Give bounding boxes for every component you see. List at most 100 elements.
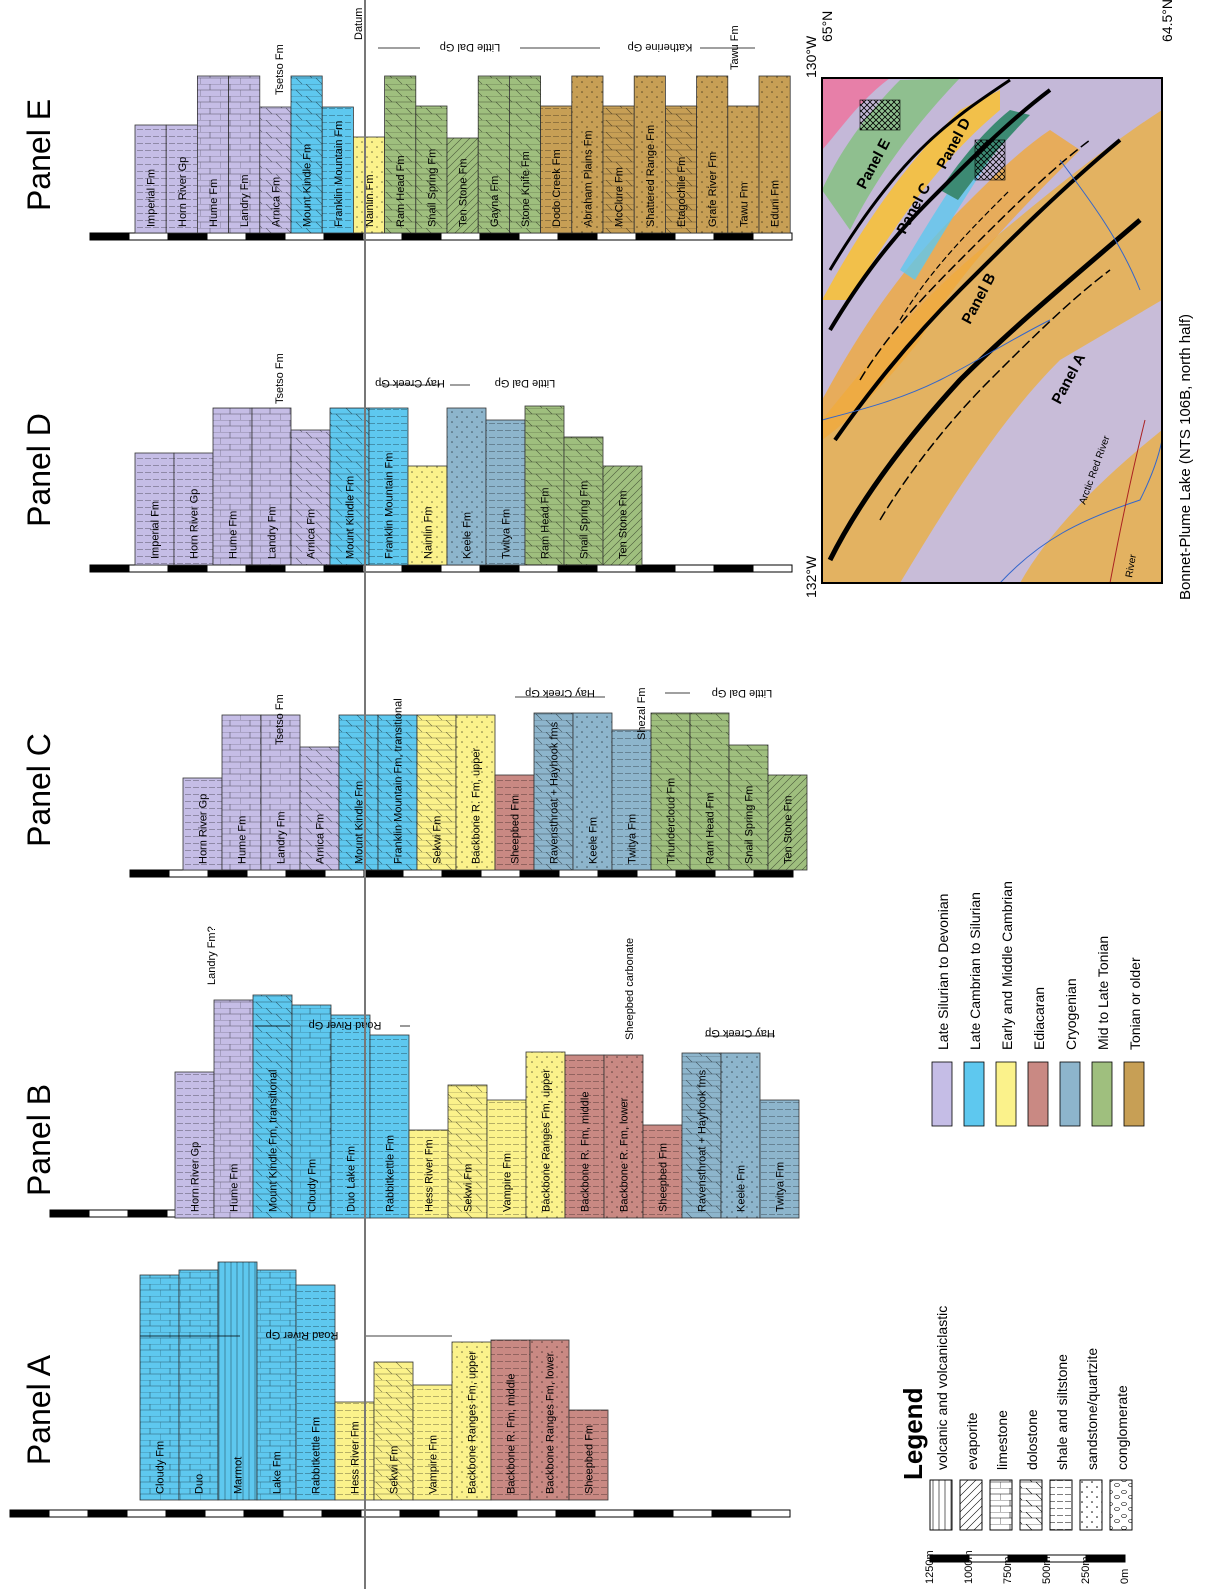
unit-pattern	[565, 1055, 604, 1218]
unit-label: Ram Head Fm	[395, 155, 407, 227]
unit-label: Shattered Range Fm	[645, 125, 657, 227]
panel-title: Panel C	[21, 733, 57, 847]
unit-pattern	[569, 1410, 608, 1500]
unit-pattern	[487, 1100, 526, 1218]
unit-label: Ten Stone Fm	[783, 796, 795, 864]
unit-label: Abraham Plains Fm	[582, 130, 594, 227]
legend-age-label: Mid to Late Tonian	[1095, 936, 1111, 1050]
scale-bar-segment	[440, 564, 481, 573]
legend-scale-label: 250m	[1080, 1556, 1092, 1584]
scale-bar-segment	[516, 1509, 557, 1518]
scale-bar-segment	[440, 232, 481, 241]
unit-pattern	[604, 1055, 643, 1218]
unit-label: Arnica Fm	[306, 509, 318, 559]
scale-bar-segment	[89, 564, 130, 573]
group-label-tawu: Tawu Fm	[729, 25, 741, 70]
scale-bar-segment	[714, 869, 755, 878]
unit-pattern	[447, 408, 486, 565]
unit-label: Keele Fm	[462, 512, 474, 559]
unit-label: Sheepbed Fm	[658, 1143, 670, 1212]
unit-label: Ten Stone Fm	[618, 491, 630, 559]
scale-bar-segment	[89, 232, 130, 241]
datum-label: Datum	[353, 8, 365, 40]
unit-label: Franklin Mountain Fm	[333, 121, 345, 227]
legend-lith-label: limestone	[994, 1410, 1010, 1470]
unit-label: Cloudy Fm	[155, 1441, 167, 1494]
unit-label: Imperial Fm	[150, 501, 162, 559]
group-label-hay-creek: Hay Creek Gp	[705, 1027, 775, 1039]
scale-bar-segment	[88, 1209, 129, 1218]
unit-label: Horn River Gp	[190, 1142, 202, 1212]
legend-age-swatch	[995, 1061, 1017, 1127]
unit-pattern	[603, 106, 635, 233]
unit-pattern	[665, 106, 697, 233]
unit-label: Snail Spring Fm	[426, 149, 438, 227]
scale-bar-segment	[9, 1509, 50, 1518]
unit-label: Rabbitkettle Fm	[385, 1135, 397, 1212]
legend-scale-segment	[1085, 1554, 1126, 1563]
scale-bar-segment	[479, 232, 520, 241]
stratigraphic-columns: Cloudy Fm Duo Marmot Lake Fm Rabbitkettle Fm…	[134, 75, 808, 1501]
legend-scale-label: 1250m	[924, 1550, 936, 1584]
scale-bar-segment	[360, 1509, 401, 1518]
unit-label: Backbone Ranges Fm, upper	[467, 1351, 479, 1494]
unit-label: Horn River Gp	[198, 794, 210, 864]
unit-label: Backbone Ranges Fm, upper	[541, 1069, 553, 1212]
scale-bar-segment	[165, 1509, 206, 1518]
legend-lith-label: dolostone	[1024, 1409, 1040, 1470]
unit-label: Etagochile Fm	[676, 157, 688, 227]
scale-bar-segment	[127, 1209, 168, 1218]
scale-bar-segment	[633, 1509, 674, 1518]
scale-bar-segment	[204, 1509, 245, 1518]
legend-age-swatch	[1091, 1061, 1113, 1127]
unit-label: Rabbitkettle Fm	[311, 1417, 323, 1494]
legend-age-swatch	[963, 1061, 985, 1127]
unit-pattern	[486, 420, 525, 565]
unit-pattern	[331, 1015, 370, 1218]
unit-pattern	[612, 730, 651, 870]
scale-bar-segment	[245, 564, 286, 573]
unit-pattern	[140, 1275, 179, 1500]
unit-label: Backbone Ranges Fm, lower	[545, 1352, 557, 1494]
unit-pattern	[179, 1270, 218, 1500]
unit-pattern	[729, 745, 768, 870]
group-label-shezal: Shezal Fm	[636, 687, 648, 740]
unit-pattern	[384, 76, 416, 233]
scale-bar-segment	[518, 564, 559, 573]
scale-bar-segment	[438, 1509, 479, 1518]
unit-pattern	[291, 430, 330, 565]
unit-pattern	[197, 76, 229, 233]
group-label-landry: Landry Fm?	[206, 926, 218, 985]
unit-label: Twitya Fm	[501, 509, 513, 559]
unit-pattern	[291, 76, 323, 233]
scale-bar-segment	[479, 564, 520, 573]
scale-bar-segment	[635, 564, 676, 573]
scale-bar-segment	[750, 1509, 791, 1518]
unit-pattern	[378, 715, 417, 870]
map-lon-right: 130°W	[803, 35, 819, 78]
legend-scale-label: 500m	[1041, 1556, 1053, 1584]
scale-bar-segment	[713, 232, 754, 241]
scale-bar-segment	[129, 869, 170, 878]
scale-bar-segment	[126, 1509, 167, 1518]
unit-pattern	[643, 1125, 682, 1218]
unit-pattern	[525, 406, 564, 565]
unit-pattern	[495, 775, 534, 870]
unit-pattern	[682, 1053, 721, 1218]
scale-bar-segment	[401, 564, 442, 573]
scale-bar-segment	[596, 232, 637, 241]
unit-label: Ten Stone Fm	[458, 159, 470, 227]
unit-pattern	[214, 1000, 253, 1218]
scale-bar-segment	[245, 232, 286, 241]
map-lat-bottom: 64.5°N	[1159, 0, 1175, 42]
group-label-hay-creek: Hay Creek Gp	[525, 687, 595, 699]
legend-lith-swatch	[929, 1479, 953, 1531]
unit-pattern	[135, 125, 167, 233]
unit-label: Gayna Fm	[489, 176, 501, 227]
unit-label: Landry Fm	[239, 174, 251, 227]
scale-bar-segment	[713, 564, 754, 573]
unit-label: Sekwi Fm	[463, 1164, 475, 1212]
unit-label: Franklin Mountain Fm, transitional	[393, 698, 405, 864]
unit-label: Dodo Creek Fm	[551, 149, 563, 227]
unit-pattern	[335, 1402, 374, 1500]
